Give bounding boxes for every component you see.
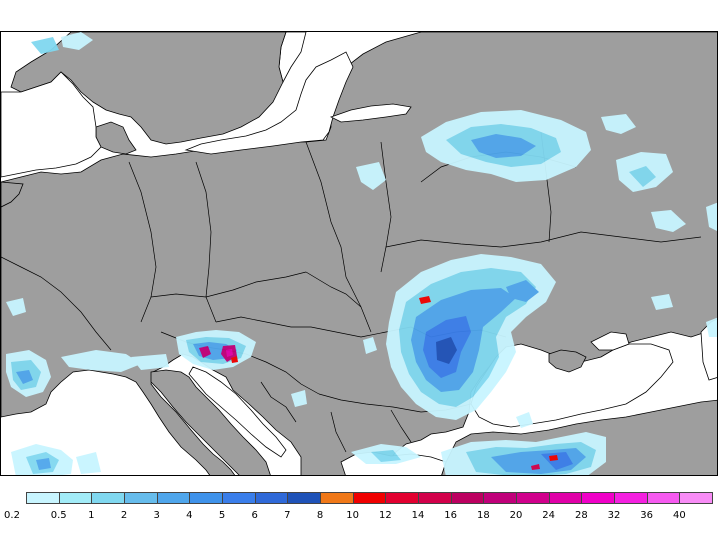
legend-label: 14 xyxy=(411,510,425,521)
legend-swatch xyxy=(385,492,419,504)
legend-label: 2 xyxy=(120,510,128,521)
legend-label: 28 xyxy=(574,510,588,521)
crimea xyxy=(548,349,587,373)
italy xyxy=(150,369,271,475)
legend-label: 4 xyxy=(186,510,193,521)
legend-label: 18 xyxy=(476,510,490,521)
legend-label: 20 xyxy=(509,510,523,521)
sea-of-azov xyxy=(590,331,630,351)
legend-swatch xyxy=(418,492,452,504)
legend-swatch xyxy=(581,492,615,504)
gulf-of-finland xyxy=(329,103,412,123)
legend-label: 10 xyxy=(346,510,360,521)
legend-label: 6 xyxy=(251,510,258,521)
britain xyxy=(1,181,24,208)
legend-label: 0.2 xyxy=(4,510,20,521)
legend-label: 12 xyxy=(378,510,392,521)
legend-swatch xyxy=(189,492,223,504)
legend-swatch xyxy=(254,492,289,504)
legend-label: 0.5 xyxy=(50,510,67,521)
legend-label: 8 xyxy=(316,510,324,521)
precipitation-legend: 0.2 0.5 1 2 3 4 5 6 7 8 10 12 14 16 18 20 24 28 32 36 40 xyxy=(0,488,720,528)
legend-label: 5 xyxy=(218,510,226,521)
legend-swatch xyxy=(548,492,583,504)
legend-swatch xyxy=(91,492,125,504)
precipitation-map xyxy=(0,31,718,476)
legend-label: 32 xyxy=(607,510,621,521)
legend-swatch xyxy=(222,492,256,504)
legend-label: 36 xyxy=(640,510,654,521)
country-borders xyxy=(1,131,702,453)
legend-label: 24 xyxy=(542,510,556,521)
legend-swatch xyxy=(352,492,387,504)
legend-swatch xyxy=(156,492,191,504)
legend-swatch xyxy=(450,492,485,504)
legend-swatch xyxy=(646,492,681,504)
legend-label: 40 xyxy=(672,510,686,521)
scandinavia xyxy=(10,32,287,145)
legend-swatch xyxy=(124,492,158,504)
legend-label: 1 xyxy=(88,510,95,521)
legend-swatch xyxy=(287,492,321,504)
legend-swatch xyxy=(614,492,648,504)
precipitation-fields xyxy=(6,32,717,475)
legend-label: 16 xyxy=(444,510,458,521)
legend-swatch xyxy=(26,492,60,504)
legend-label: 7 xyxy=(284,510,291,521)
legend-swatch xyxy=(679,492,713,504)
legend-label: 3 xyxy=(153,510,160,521)
baltic-sea xyxy=(184,51,354,155)
legend-swatch xyxy=(483,492,517,504)
adriatic-sea xyxy=(188,366,287,458)
legend-swatch xyxy=(320,492,354,504)
legend-swatch xyxy=(516,492,550,504)
legend-swatch xyxy=(58,492,93,504)
north-sea xyxy=(1,71,102,178)
